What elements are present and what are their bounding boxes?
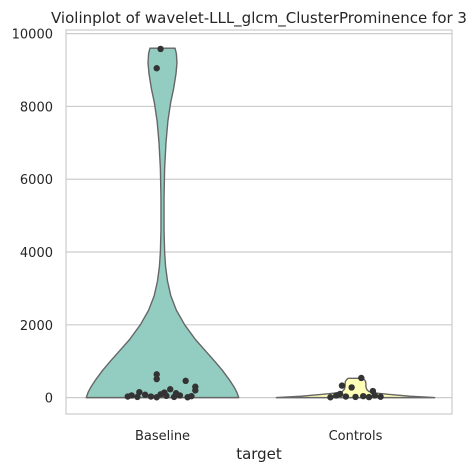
point-controls-5 <box>342 393 350 400</box>
point-controls-0 <box>358 374 365 382</box>
point-baseline-19 <box>188 392 195 400</box>
point-controls-12 <box>336 390 344 398</box>
grid <box>66 33 452 399</box>
point-baseline-6 <box>192 387 199 394</box>
x-tick-label-controls: Controls <box>329 429 383 444</box>
plot-frame <box>65 29 453 415</box>
y-tick-label-4000: 4000 <box>20 246 53 261</box>
y-tick-label-2000: 2000 <box>20 319 53 334</box>
point-baseline-3 <box>153 375 160 383</box>
point-baseline-1 <box>153 65 160 72</box>
point-controls-9 <box>371 392 378 399</box>
point-baseline-10 <box>141 391 149 398</box>
x-axis-label: target <box>236 445 282 463</box>
point-controls-2 <box>348 384 355 391</box>
point-baseline-22 <box>172 390 180 397</box>
point-controls-7 <box>360 392 367 400</box>
y-tick-label-8000: 8000 <box>20 100 53 115</box>
point-controls-8 <box>365 393 373 401</box>
violin-baseline <box>85 47 240 399</box>
point-controls-1 <box>338 382 346 389</box>
point-baseline-4 <box>182 377 189 385</box>
y-ticks: 0 2000 4000 6000 8000 10000 <box>12 28 53 407</box>
violins <box>85 47 436 399</box>
x-tick-label-baseline: Baseline <box>135 429 190 444</box>
chart-title: Violinplot of wavelet-LLL_glcm_ClusterPr… <box>51 9 467 28</box>
point-controls-11 <box>377 393 384 400</box>
point-baseline-2 <box>153 371 160 378</box>
point-baseline-20 <box>124 393 131 400</box>
x-ticks: Baseline Controls <box>135 429 383 444</box>
point-baseline-15 <box>163 392 170 400</box>
point-baseline-21 <box>157 391 164 398</box>
y-tick-label-10000: 10000 <box>12 28 53 43</box>
point-baseline-0 <box>157 45 164 53</box>
point-controls-6 <box>352 393 359 401</box>
y-tick-label-6000: 6000 <box>20 173 53 188</box>
points <box>124 45 384 401</box>
y-tick-label-0: 0 <box>45 392 53 407</box>
point-baseline-7 <box>167 386 174 393</box>
point-controls-10 <box>327 394 334 401</box>
point-baseline-13 <box>147 393 155 400</box>
point-baseline-12 <box>134 393 141 401</box>
